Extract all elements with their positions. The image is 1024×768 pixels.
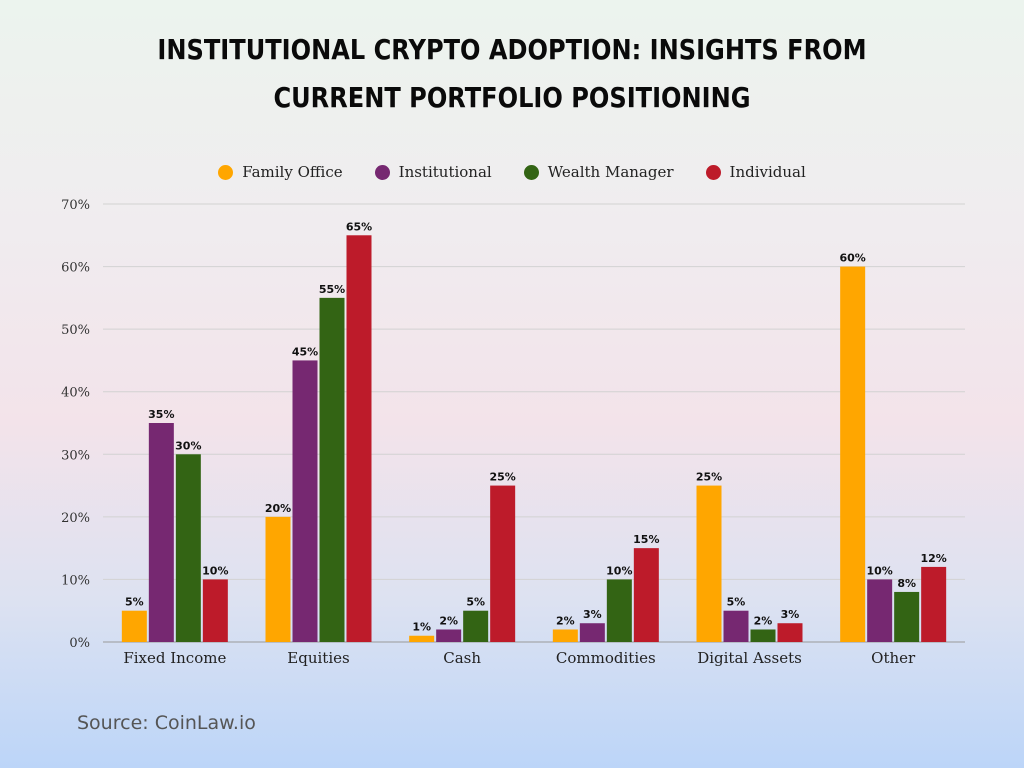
y-tick-label-5: 50% [61, 323, 90, 338]
y-tick-label-1: 10% [61, 573, 90, 588]
data-label-equities-institutional: 45% [292, 345, 318, 358]
data-label-commodities-individual: 15% [633, 533, 659, 546]
data-label-digital-assets-individual: 3% [781, 608, 800, 621]
data-label-equities-family-office: 20% [265, 502, 291, 515]
bar-equities-family-office [265, 516, 291, 642]
bar-digital-assets-wealth-manager [750, 629, 776, 642]
legend-label-institutional: Institutional [398, 163, 492, 181]
bar-other-family-office [840, 266, 866, 642]
legend: Family Office Institutional Wealth Manag… [0, 163, 1024, 181]
data-label-commodities-institutional: 3% [583, 608, 602, 621]
data-label-digital-assets-institutional: 5% [727, 596, 746, 609]
legend-item-institutional: Institutional [374, 163, 492, 181]
x-tick-label-digital-assets: Digital Assets [697, 649, 802, 667]
data-label-other-individual: 12% [920, 552, 946, 565]
legend-swatch-individual [705, 164, 721, 180]
legend-swatch-family-office [218, 164, 234, 180]
y-tick-label-7: 70% [61, 198, 90, 213]
legend-item-family-office: Family Office [218, 163, 343, 181]
x-tick-label-other: Other [871, 649, 916, 667]
legend-label-individual: Individual [729, 163, 806, 181]
x-tick-label-cash: Cash [443, 649, 481, 667]
data-label-equities-individual: 65% [346, 220, 372, 233]
data-label-other-family-office: 60% [839, 252, 865, 265]
legend-item-wealth-manager: Wealth Manager [523, 163, 674, 181]
bar-fixed-income-institutional [148, 423, 174, 642]
legend-item-individual: Individual [705, 163, 806, 181]
y-tick-label-2: 20% [61, 511, 90, 526]
data-label-cash-family-office: 1% [412, 621, 431, 634]
data-label-commodities-wealth-manager: 10% [606, 564, 632, 577]
x-tick-label-commodities: Commodities [556, 649, 656, 667]
source-credit: Source: CoinLaw.io [77, 712, 256, 734]
data-label-fixed-income-individual: 10% [202, 564, 228, 577]
bar-digital-assets-institutional [723, 610, 749, 642]
bar-digital-assets-family-office [696, 485, 722, 642]
data-label-cash-wealth-manager: 5% [466, 596, 485, 609]
bar-other-wealth-manager [894, 591, 920, 642]
legend-swatch-institutional [374, 164, 390, 180]
chart-title: Institutional Crypto Adoption: Insights … [157, 33, 867, 114]
data-label-other-wealth-manager: 8% [897, 577, 916, 590]
data-label-digital-assets-wealth-manager: 2% [754, 614, 773, 627]
bar-equities-wealth-manager [319, 297, 345, 642]
bar-equities-individual [346, 235, 372, 643]
data-label-fixed-income-institutional: 35% [148, 408, 174, 421]
bar-commodities-institutional [579, 623, 605, 642]
bar-equities-institutional [292, 360, 318, 642]
bar-fixed-income-wealth-manager [175, 454, 201, 642]
bar-cash-individual [490, 485, 516, 642]
data-label-other-institutional: 10% [866, 564, 892, 577]
bar-cash-family-office [409, 635, 435, 642]
data-label-digital-assets-family-office: 25% [696, 471, 722, 484]
bar-cash-institutional [436, 629, 462, 642]
bar-cash-wealth-manager [463, 610, 489, 642]
x-tick-label-fixed-income: Fixed Income [123, 649, 226, 667]
data-label-fixed-income-wealth-manager: 30% [175, 439, 201, 452]
legend-swatch-wealth-manager [523, 164, 539, 180]
bar-fixed-income-individual [202, 579, 228, 642]
bar-commodities-individual [633, 548, 659, 642]
bar-digital-assets-individual [777, 623, 803, 642]
y-tick-label-6: 60% [61, 261, 90, 276]
x-tick-label-equities: Equities [287, 649, 349, 667]
data-label-equities-wealth-manager: 55% [319, 283, 345, 296]
y-tick-label-3: 30% [61, 448, 90, 463]
bar-fixed-income-family-office [121, 610, 147, 642]
data-label-cash-institutional: 2% [439, 614, 458, 627]
bar-commodities-family-office [552, 629, 578, 642]
legend-label-family-office: Family Office [242, 163, 343, 181]
data-label-fixed-income-family-office: 5% [125, 596, 144, 609]
bar-commodities-wealth-manager [606, 579, 632, 642]
legend-label-wealth-manager: Wealth Manager [547, 163, 674, 181]
y-tick-label-4: 40% [61, 386, 90, 401]
bar-other-individual [921, 566, 947, 642]
y-tick-label-0: 0% [69, 636, 90, 651]
data-label-cash-individual: 25% [489, 471, 515, 484]
bar-other-institutional [867, 579, 893, 642]
data-label-commodities-family-office: 2% [556, 614, 575, 627]
